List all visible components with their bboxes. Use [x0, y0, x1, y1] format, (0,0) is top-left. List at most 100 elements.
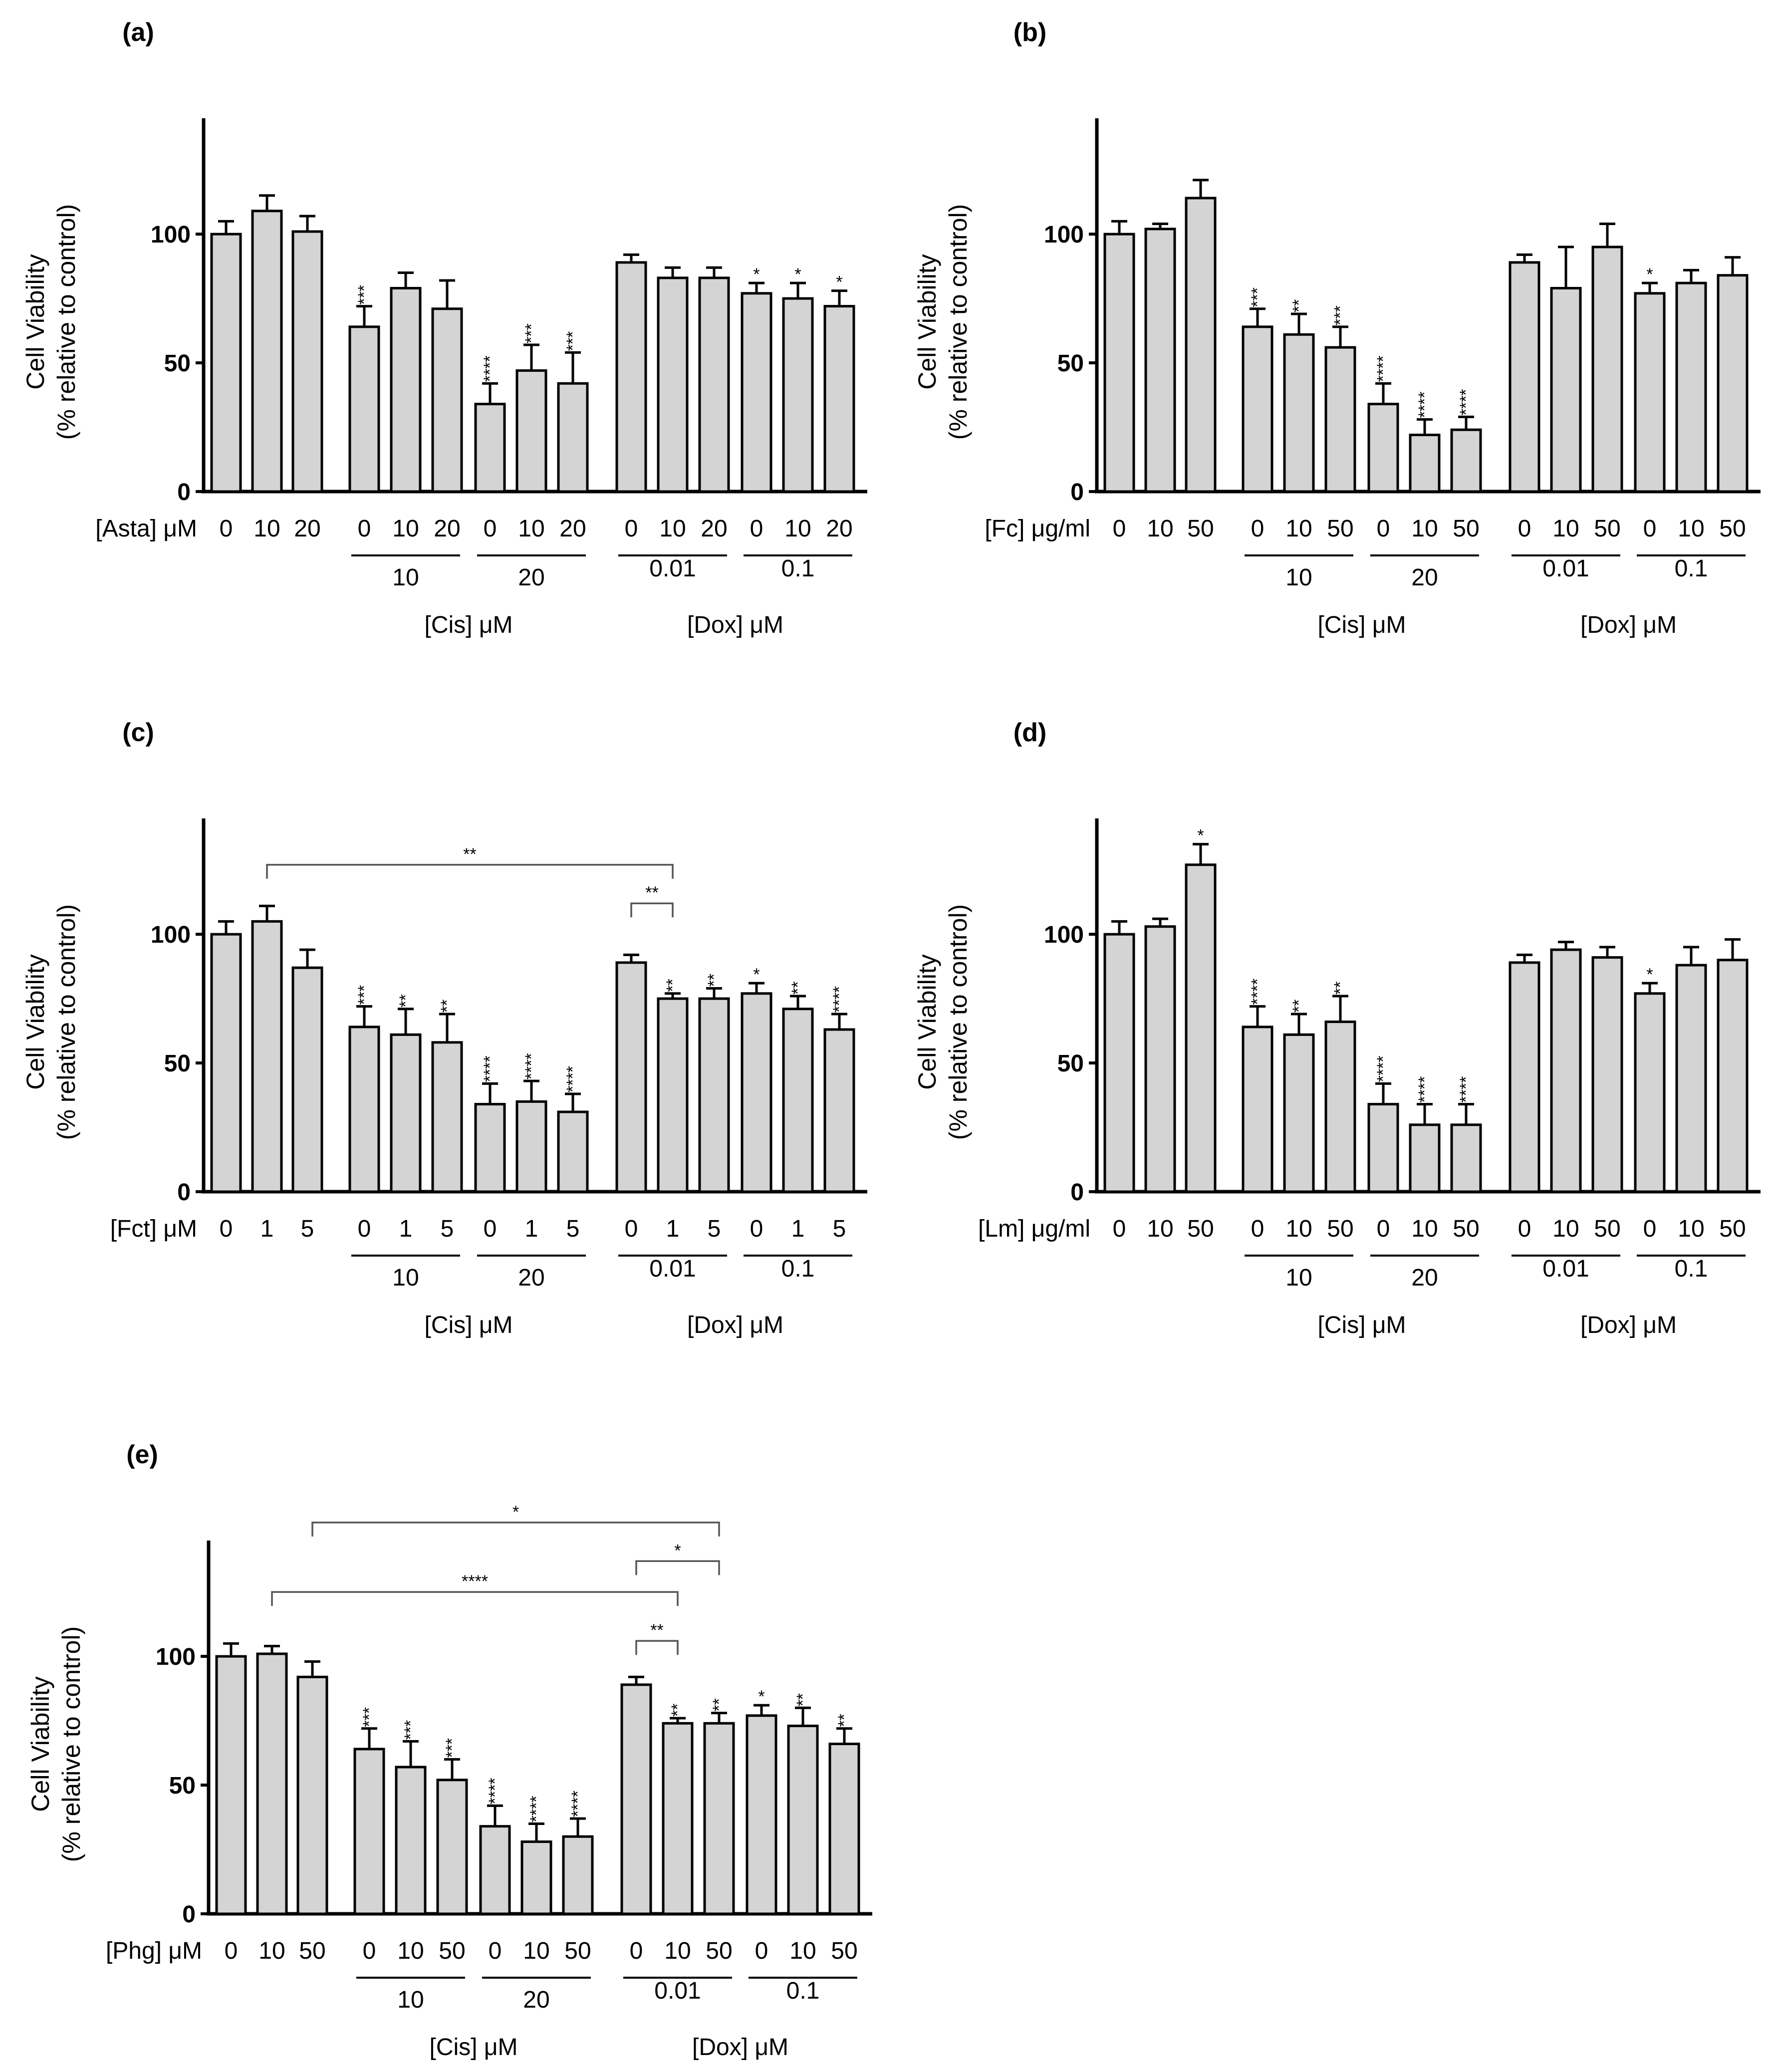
bar [782, 1008, 814, 1193]
y-axis-title: Cell Viability (% relative to control) [26, 1626, 85, 1862]
bar [474, 1103, 506, 1193]
bar [1509, 961, 1540, 1193]
bar [210, 933, 242, 1193]
significance-marker: * [1646, 965, 1653, 984]
x-tick-label: 0 [220, 1216, 233, 1242]
y-tick-label: 100 [1044, 222, 1084, 248]
bar [1185, 863, 1217, 1193]
significance-marker: ** [668, 1703, 687, 1716]
group-label: 0.01 [1542, 555, 1589, 582]
x-tick-label: 0 [1251, 516, 1265, 542]
significance-marker: ** [1289, 1000, 1308, 1013]
bar [1367, 403, 1399, 493]
significance-marker: ** [788, 981, 807, 994]
comparison-bracket [630, 902, 674, 918]
bar [1450, 1123, 1482, 1193]
y-axis-title-line1: Cell Viability [26, 1676, 54, 1812]
panel-label: (b) [1014, 18, 1046, 47]
y-tick-label: 0 [177, 1179, 191, 1206]
x-tick-label: 20 [701, 516, 727, 542]
bar [1324, 346, 1356, 493]
bar [557, 1110, 589, 1193]
significance-marker: **** [527, 1796, 546, 1822]
bar [1409, 1123, 1441, 1193]
bar [251, 210, 283, 493]
panel-label: (d) [1014, 718, 1046, 747]
bar [1144, 228, 1176, 493]
bar [782, 297, 814, 493]
bar [256, 1652, 288, 1915]
group-label: 0.1 [1675, 555, 1708, 582]
x-tick-label: 10 [523, 1938, 549, 1964]
y-axis-title-line2: (% relative to control) [52, 904, 80, 1140]
x-axis-label: [Fct] μM [110, 1216, 197, 1242]
significance-marker: ** [438, 1000, 457, 1013]
group-label: 20 [518, 564, 544, 591]
bar [296, 1675, 328, 1915]
y-tick-label: 50 [1057, 350, 1084, 377]
x-tick-label: 50 [1719, 516, 1746, 542]
bar [436, 1779, 468, 1915]
y-tick-label: 0 [1070, 1179, 1084, 1206]
bar [210, 233, 242, 493]
group-label: 0.01 [649, 555, 696, 582]
x-tick-label: 5 [708, 1216, 721, 1242]
significance-marker: **** [1374, 1055, 1393, 1082]
bar [1634, 292, 1666, 493]
x-tick-label: 0 [1251, 1216, 1265, 1242]
bar [1591, 246, 1623, 493]
x-tick-label: 20 [826, 516, 852, 542]
x-tick-label: 10 [1285, 1216, 1312, 1242]
group-label: 20 [523, 1987, 549, 2013]
significance-marker: * [758, 1687, 764, 1706]
supergroup-label: [Cis] μM [430, 2034, 518, 2061]
bar [615, 961, 647, 1193]
x-tick-label: 50 [1327, 1216, 1353, 1242]
x-tick-label: 20 [294, 516, 320, 542]
significance-marker: *** [360, 1707, 379, 1727]
bar [390, 286, 422, 493]
x-tick-label: 10 [1411, 1216, 1438, 1242]
x-tick-label: 50 [1453, 516, 1479, 542]
bar [1634, 992, 1666, 1193]
bracket-significance: * [512, 1503, 519, 1522]
y-tick-label: 100 [151, 922, 191, 948]
group-label: 10 [392, 1265, 419, 1291]
x-axis-label: [Fc] μg/ml [985, 516, 1090, 542]
bar [620, 1683, 652, 1915]
x-tick-label: 1 [260, 1216, 274, 1242]
bar [348, 325, 380, 493]
significance-marker: *** [1248, 287, 1267, 307]
significance-marker: **** [486, 1778, 505, 1804]
bar [348, 1026, 380, 1193]
group-label: 10 [397, 1987, 424, 2013]
bar [1409, 434, 1441, 493]
bar [787, 1724, 819, 1915]
significance-marker: **** [830, 986, 849, 1013]
comparison-bracket [635, 1640, 679, 1655]
bracket-significance: * [674, 1541, 681, 1560]
significance-marker: **** [1415, 392, 1434, 418]
bar [251, 920, 283, 1193]
x-tick-label: 50 [1327, 516, 1353, 542]
x-tick-label: 5 [301, 1216, 314, 1242]
x-tick-label: 10 [1552, 516, 1579, 542]
x-tick-label: 0 [1518, 1216, 1531, 1242]
x-tick-label: 5 [833, 1216, 846, 1242]
y-tick-label: 50 [1057, 1050, 1084, 1077]
bar [1717, 274, 1749, 493]
y-axis-title-line1: Cell Viability [21, 954, 49, 1089]
bar [1324, 1021, 1356, 1193]
significance-marker: * [794, 265, 801, 284]
x-tick-label: 0 [1113, 516, 1126, 542]
significance-marker: *** [401, 1720, 420, 1740]
bar [353, 1748, 385, 1915]
y-axis-title: Cell Viability (% relative to control) [913, 904, 972, 1140]
y-axis-title-line2: (% relative to control) [52, 204, 80, 440]
x-tick-label: 50 [831, 1938, 857, 1964]
x-tick-label: 10 [254, 516, 280, 542]
comparison-bracket [271, 1591, 679, 1606]
x-tick-label: 10 [659, 516, 686, 542]
significance-marker: * [753, 965, 760, 984]
y-tick-label: 50 [164, 350, 191, 377]
